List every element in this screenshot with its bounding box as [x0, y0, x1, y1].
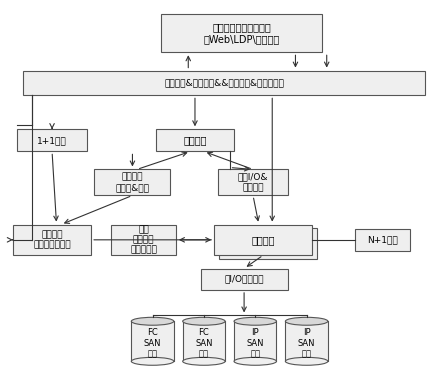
Ellipse shape	[131, 358, 174, 365]
Text: 快I/O，多路径: 快I/O，多路径	[224, 275, 264, 284]
Bar	[111, 225, 176, 255]
Bar	[234, 321, 276, 361]
Bar	[161, 14, 322, 52]
Text: 控制节点
（元数据服务）: 控制节点 （元数据服务）	[33, 230, 71, 250]
Text: N+1冒余: N+1冒余	[367, 235, 398, 244]
Text: 集群配置&用户管理&&系统监控&系统维护等: 集群配置&用户管理&&系统监控&系统维护等	[164, 78, 284, 88]
Text: FC
SAN
阵列: FC SAN 阵列	[195, 328, 213, 358]
Ellipse shape	[131, 317, 174, 325]
Bar	[95, 169, 170, 195]
Text: 数据节点: 数据节点	[251, 235, 275, 245]
Text: 控制节点（管理服务）
（Web\LDP\数据库）: 控制节点（管理服务） （Web\LDP\数据库）	[204, 22, 280, 44]
Text: IP
SAN
阵列: IP SAN 阵列	[246, 328, 264, 358]
Text: FC
SAN
阵列: FC SAN 阵列	[144, 328, 161, 358]
Bar	[131, 321, 174, 361]
Bar	[201, 268, 288, 290]
Bar	[285, 321, 328, 361]
Text: IP
SAN
阵列: IP SAN 阵列	[298, 328, 315, 358]
Bar	[183, 321, 225, 361]
Bar	[214, 225, 312, 255]
Bar	[219, 169, 288, 195]
Ellipse shape	[285, 317, 328, 325]
Text: 文件I/O&
文件锁定: 文件I/O& 文件锁定	[238, 173, 268, 192]
Ellipse shape	[234, 358, 276, 365]
Bar	[23, 71, 425, 95]
Ellipse shape	[183, 317, 225, 325]
Text: 应用主机: 应用主机	[183, 135, 207, 146]
Ellipse shape	[234, 317, 276, 325]
Text: 1+1冒余: 1+1冒余	[37, 136, 67, 145]
Text: 目录操作
元数据&并行: 目录操作 元数据&并行	[116, 173, 150, 192]
Bar	[219, 228, 317, 259]
Ellipse shape	[285, 358, 328, 365]
Bar	[13, 225, 91, 255]
Ellipse shape	[183, 358, 225, 365]
Bar	[156, 129, 234, 151]
Bar	[355, 229, 410, 251]
Text: 恢复
文件状态
文件创建等: 恢复 文件状态 文件创建等	[130, 225, 157, 255]
Bar	[17, 129, 86, 151]
